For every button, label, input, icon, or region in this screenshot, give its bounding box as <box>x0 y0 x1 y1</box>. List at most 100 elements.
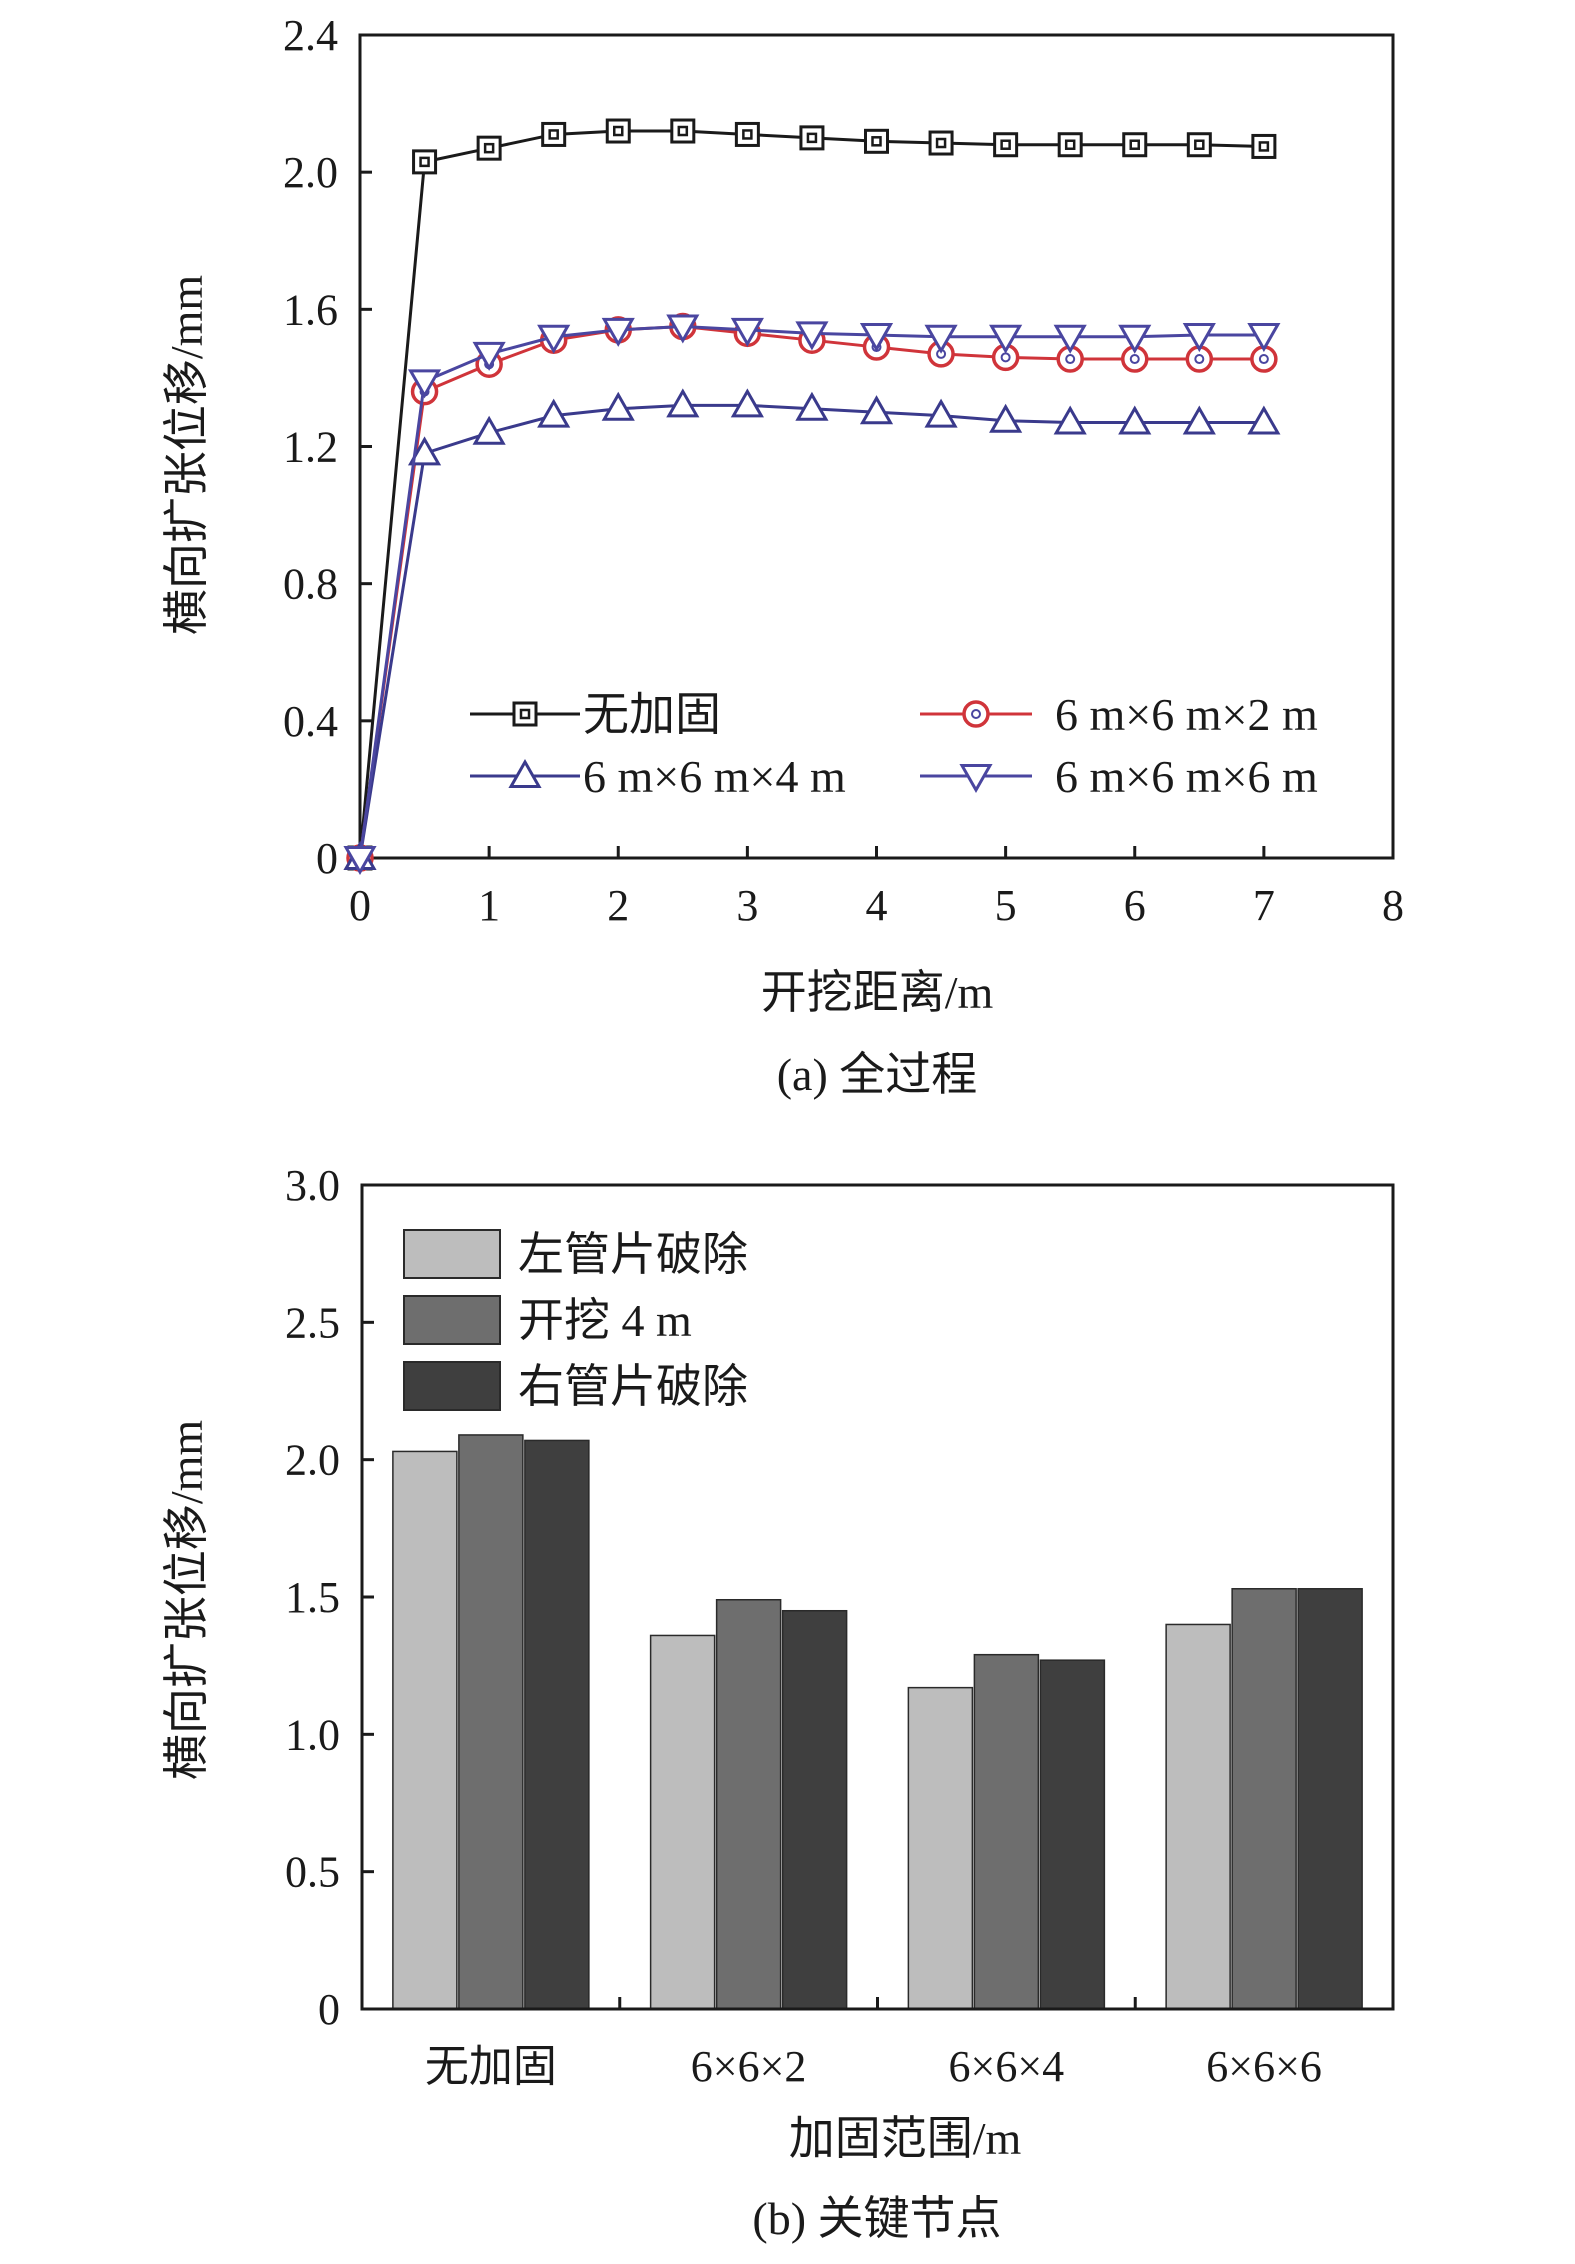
chart-a-x-tick-label: 2 <box>607 881 629 930</box>
chart-a-point <box>795 391 829 421</box>
chart-a-point-inner <box>419 156 430 168</box>
chart-a-point <box>924 324 958 354</box>
chart-a-y-tick-label: 0.4 <box>283 697 338 746</box>
chart-a-point <box>993 132 1019 158</box>
chart-a-line: 0 0.4 0.8 1.2 1.6 2.0 2.4 0 1 2 3 4 5 6 7 8 无加固 6 m×6 m… <box>161 11 1404 1100</box>
chart-a-point-inner <box>1065 354 1076 365</box>
chart-a-point <box>605 118 631 144</box>
chart-b-y-tick-label: 3.0 <box>285 1161 340 1210</box>
chart-a-legend-marker-inner <box>519 708 531 720</box>
chart-a-legend-marker <box>512 701 538 727</box>
chart-b-x-axis-title: 加固范围/m <box>789 2113 1022 2164</box>
chart-a-point <box>666 388 700 418</box>
chart-b-legend-label: 开挖 4 m <box>518 1295 692 1346</box>
chart-a-y-tick-label: 1.6 <box>283 285 338 334</box>
chart-a-point <box>795 321 829 351</box>
chart-b-x-ticks: 无加固 6×6×2 6×6×4 6×6×6 <box>425 1997 1322 2091</box>
chart-a-y-axis-title: 横向扩张位移/mm <box>161 275 212 636</box>
chart-a-legend-label: 6 m×6 m×4 m <box>583 751 846 802</box>
chart-a-x-tick-label: 7 <box>1253 881 1275 930</box>
chart-b-caption: (b) 关键节点 <box>752 2193 1001 2244</box>
chart-a-series-3 <box>343 314 1281 876</box>
chart-a-series-line <box>358 129 1264 859</box>
chart-a-point <box>1053 405 1087 435</box>
chart-a-point <box>1057 132 1083 158</box>
chart-a-point-inner <box>1064 139 1076 150</box>
chart-a-x-tick-label: 4 <box>866 881 888 930</box>
chart-a-x-tick-label: 8 <box>1382 881 1404 930</box>
chart-a-x-tick-label: 0 <box>349 881 371 930</box>
chart-b-bar <box>1231 1588 1297 2010</box>
chart-a-point-inner <box>1258 141 1270 152</box>
chart-a-point <box>537 324 571 354</box>
chart-a-point <box>1251 133 1277 159</box>
chart-a-point-inner <box>1258 354 1269 365</box>
chart-a-point-inner <box>742 129 753 140</box>
chart-b-bars <box>392 1434 1363 2010</box>
chart-b-bar <box>649 1634 716 2010</box>
chart-a-x-tick-label: 1 <box>478 881 500 930</box>
chart-b-legend-swatch <box>403 1229 501 1279</box>
chart-a-y-tick-label: 0 <box>316 834 338 883</box>
chart-a-legend-item: 6 m×6 m×4 m <box>470 751 846 802</box>
chart-b-y-tick-label: 0 <box>318 1985 340 2034</box>
chart-b-bar <box>458 1434 524 2010</box>
chart-b-legend-swatch <box>403 1295 501 1345</box>
chart-a-legend-label: 无加固 <box>583 689 721 740</box>
chart-a-point <box>734 121 760 147</box>
chart-b-bar <box>715 1598 782 2010</box>
chart-a-legend-item: 无加固 <box>470 689 721 740</box>
chart-a-point <box>537 398 571 428</box>
chart-a-point-inner <box>1194 139 1205 150</box>
chart-a-point <box>1118 405 1152 435</box>
chart-a-y-ticks: 0 0.4 0.8 1.2 1.6 2.0 2.4 <box>283 11 372 883</box>
chart-a-point-inner <box>1000 352 1011 363</box>
chart-a-point-inner <box>677 125 689 137</box>
chart-a-point <box>476 135 502 161</box>
chart-a-point <box>1247 405 1281 435</box>
chart-b-bar <box>1297 1588 1363 2010</box>
chart-a-point <box>472 415 506 445</box>
chart-a-point-inner <box>1000 139 1011 150</box>
chart-a-point-inner <box>483 142 495 154</box>
chart-a-x-tick-label: 6 <box>1124 881 1146 930</box>
chart-a-point <box>541 121 567 147</box>
chart-b-y-tick-label: 2.0 <box>285 1436 340 1485</box>
chart-b-y-axis-title: 横向扩张位移/mm <box>161 1420 212 1781</box>
chart-b-bar <box>392 1450 458 2010</box>
chart-a-point <box>1182 405 1216 435</box>
chart-a-point <box>412 149 438 175</box>
chart-b-legend-item: 开挖 4 m <box>403 1295 692 1346</box>
chart-a-point <box>730 388 764 418</box>
chart-a-point <box>1250 345 1278 373</box>
chart-a-x-ticks: 0 1 2 3 4 5 6 7 8 <box>349 846 1404 930</box>
chart-a-legend-marker <box>959 764 993 794</box>
chart-b-bar <box>524 1439 590 2010</box>
chart-a-point-inner <box>613 125 624 137</box>
chart-a-series <box>343 118 1281 876</box>
chart-b-legend-label: 左管片破除 <box>518 1229 748 1280</box>
chart-b-legend-item: 左管片破除 <box>403 1229 748 1280</box>
chart-a-point <box>1182 323 1216 353</box>
chart-b-bar <box>973 1653 1040 2010</box>
chart-b-y-tick-label: 1.5 <box>285 1573 340 1622</box>
chart-a-point <box>924 398 958 428</box>
chart-b-bar <box>781 1609 848 2010</box>
chart-b-bar <box>907 1686 974 2010</box>
chart-b-x-tick-label: 6×6×6 <box>1206 2042 1322 2091</box>
chart-b-bar <box>1039 1659 1106 2010</box>
chart-a-caption: (a) 全过程 <box>777 1049 978 1100</box>
chart-a-point-inner <box>935 137 947 149</box>
chart-b-bar <box>1165 1623 1231 2010</box>
chart-a-point <box>928 130 954 156</box>
chart-a-series-0 <box>347 118 1277 871</box>
chart-a-y-tick-label: 2.0 <box>283 148 338 197</box>
chart-a-point <box>666 314 700 344</box>
chart-a-point <box>670 118 696 144</box>
chart-b-y-ticks: 0 0.5 1.0 1.5 2.0 2.5 3.0 <box>285 1161 374 2034</box>
chart-a-point <box>343 846 377 876</box>
chart-a-point <box>989 403 1023 433</box>
chart-a-point-inner <box>1129 354 1140 365</box>
chart-a-point-inner <box>806 132 818 144</box>
